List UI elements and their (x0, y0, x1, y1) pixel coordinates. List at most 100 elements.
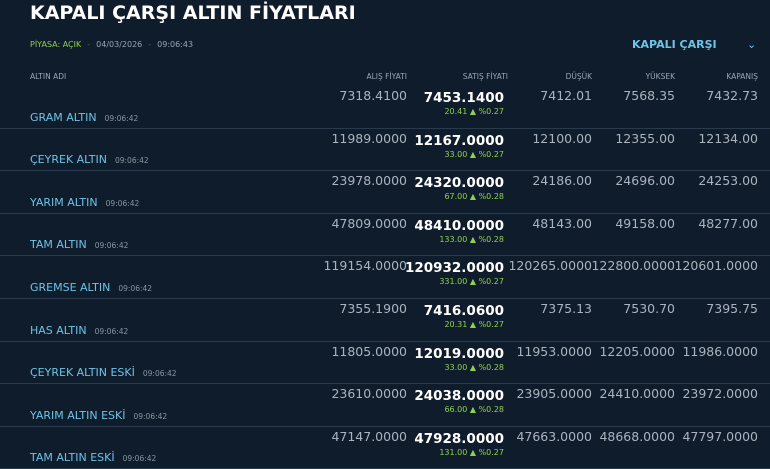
gold-name[interactable]: ÇEYREK ALTIN ESKİ 09:06:42 (30, 366, 177, 379)
date: 04/03/2026 (96, 40, 143, 49)
gold-name[interactable]: GREMSE ALTIN 09:06:42 (30, 281, 152, 294)
price-change: 33.00 ▲ %0.28 (444, 362, 504, 372)
low-price: 11953.0000 (516, 343, 592, 359)
update-time: 09:06:42 (94, 326, 129, 336)
high-price: 7568.35 (623, 88, 675, 103)
buy-price: 11805.0000 (331, 343, 407, 359)
close-price: 12134.00 (698, 130, 758, 146)
price-change: 20.31 ▲ %0.27 (444, 320, 504, 329)
table-row[interactable]: ÇEYREK ALTIN 09:06:42 11989.0000 12167.00… (0, 129, 770, 172)
gold-name[interactable]: TAM ALTIN 09:06:42 (30, 238, 128, 251)
table-row[interactable]: GRAM ALTIN 09:06:42 7318.4100 7453.1400 2… (0, 86, 770, 129)
table-row[interactable]: HAS ALTIN 09:06:42 7355.1900 7416.0600 20… (0, 299, 770, 342)
sell-price: 47928.0000 (414, 430, 504, 447)
update-time: 09:06:42 (118, 283, 153, 293)
sell-price: 7416.0600 (423, 303, 504, 319)
sell-price: 24320.0000 (414, 175, 504, 192)
gold-name-label: ÇEYREK ALTIN (30, 153, 107, 167)
gold-name[interactable]: TAM ALTIN ESKİ 09:06:42 (30, 451, 156, 464)
price-change: 67.00 ▲ %0.28 (444, 192, 504, 202)
update-time: 09:06:42 (133, 411, 168, 421)
price-change: 20.41 ▲ %0.27 (444, 107, 504, 116)
gold-name[interactable]: ÇEYREK ALTIN 09:06:42 (30, 153, 149, 166)
table-row[interactable]: TAM ALTIN 09:06:42 47809.0000 48410.0000 … (0, 214, 770, 257)
price-change: 131.00 ▲ %0.27 (439, 447, 504, 457)
sell-price: 12019.0000 (414, 345, 504, 362)
sell-price: 48410.0000 (414, 217, 504, 234)
low-price: 12100.00 (532, 130, 592, 146)
gold-name-label: ÇEYREK ALTIN ESKİ (30, 366, 135, 380)
low-price: 47663.0000 (516, 428, 592, 444)
col-close: KAPANIŞ (726, 72, 758, 81)
col-low: DÜŞÜK (565, 72, 592, 81)
high-price: 48668.0000 (599, 428, 675, 444)
high-price: 12205.0000 (599, 343, 675, 359)
buy-price: 7355.1900 (339, 301, 407, 316)
col-sell: SATIŞ FİYATI (462, 72, 508, 81)
gold-name[interactable]: YARIM ALTIN ESKİ 09:06:42 (30, 409, 167, 422)
gold-name-label: GRAM ALTIN (30, 110, 97, 124)
table-row[interactable]: GREMSE ALTIN 09:06:42 119154.0000 120932.… (0, 256, 770, 299)
close-price: 48277.00 (698, 215, 758, 231)
sell-price: 24038.0000 (414, 388, 504, 405)
market-status: PİYASA: AÇIK (30, 40, 82, 49)
table-row[interactable]: YARIM ALTIN ESKİ 09:06:42 23610.0000 2403… (0, 384, 770, 427)
price-change: 33.00 ▲ %0.27 (444, 149, 504, 159)
price-change: 331.00 ▲ %0.27 (439, 277, 504, 287)
close-price: 24253.00 (698, 173, 758, 189)
table-row[interactable]: TAM ALTIN ESKİ 09:06:42 47147.0000 47928.… (0, 427, 770, 469)
gold-name[interactable]: YARIM ALTIN 09:06:42 (30, 196, 139, 209)
col-buy: ALIŞ FİYATI (366, 72, 407, 81)
buy-price: 47809.0000 (331, 215, 407, 231)
high-price: 24696.00 (615, 173, 675, 189)
buy-price: 23610.0000 (331, 386, 407, 402)
buy-price: 119154.0000 (323, 258, 407, 274)
price-change: 133.00 ▲ %0.28 (439, 234, 504, 244)
price-change: 66.00 ▲ %0.28 (444, 405, 504, 415)
gold-name-label: YARIM ALTIN (30, 195, 98, 209)
gold-name-label: GREMSE ALTIN (30, 280, 111, 294)
close-price: 7432.73 (706, 88, 758, 103)
buy-price: 7318.4100 (339, 88, 407, 103)
low-price: 7375.13 (540, 301, 592, 316)
market-select[interactable]: KAPALI ÇARŞI (632, 38, 717, 51)
close-price: 23972.0000 (682, 386, 758, 402)
chevron-down-icon[interactable]: ⌄ (747, 38, 757, 51)
gold-name[interactable]: HAS ALTIN 09:06:42 (30, 324, 128, 337)
sell-price: 120932.0000 (404, 260, 504, 277)
buy-price: 23978.0000 (331, 173, 407, 189)
low-price: 120265.0000 (508, 258, 592, 274)
gold-name-label: YARIM ALTIN ESKİ (30, 408, 126, 422)
high-price: 49158.00 (615, 215, 675, 231)
col-high: YÜKSEK (645, 72, 675, 81)
gold-name-label: HAS ALTIN (30, 323, 87, 337)
buy-price: 47147.0000 (331, 428, 407, 444)
update-time: 09:06:42 (104, 113, 139, 123)
high-price: 122800.0000 (591, 258, 675, 274)
sell-price: 12167.0000 (414, 132, 504, 149)
close-price: 47797.0000 (682, 428, 758, 444)
page-title: KAPALI ÇARŞI ALTIN FİYATLARI (30, 2, 356, 24)
gold-name[interactable]: GRAM ALTIN 09:06:42 (30, 111, 138, 124)
table-header: ALTIN ADI ALIŞ FİYATI SATIŞ FİYATI DÜŞÜK… (0, 72, 770, 84)
gold-name-label: TAM ALTIN (30, 238, 87, 252)
gold-name-label: TAM ALTIN ESKİ (30, 451, 115, 465)
buy-price: 11989.0000 (331, 130, 407, 146)
close-price: 11986.0000 (682, 343, 758, 359)
market-status-bar: PİYASA: AÇIK -04/03/2026-09:06:43 (30, 40, 194, 49)
update-time: 09:06:42 (142, 369, 177, 379)
update-time: 09:06:42 (94, 241, 129, 251)
table-row[interactable]: YARIM ALTIN 09:06:42 23978.0000 24320.000… (0, 171, 770, 214)
time: 09:06:43 (157, 40, 194, 49)
low-price: 48143.00 (532, 215, 592, 231)
sell-price: 7453.1400 (423, 90, 504, 106)
update-time: 09:06:42 (114, 156, 149, 166)
low-price: 24186.00 (532, 173, 592, 189)
close-price: 7395.75 (706, 301, 758, 316)
update-time: 09:06:42 (105, 198, 140, 208)
low-price: 7412.01 (540, 88, 592, 103)
high-price: 12355.00 (615, 130, 675, 146)
table-row[interactable]: ÇEYREK ALTIN ESKİ 09:06:42 11805.0000 120… (0, 342, 770, 385)
high-price: 7530.70 (623, 301, 675, 316)
col-name: ALTIN ADI (30, 72, 67, 81)
